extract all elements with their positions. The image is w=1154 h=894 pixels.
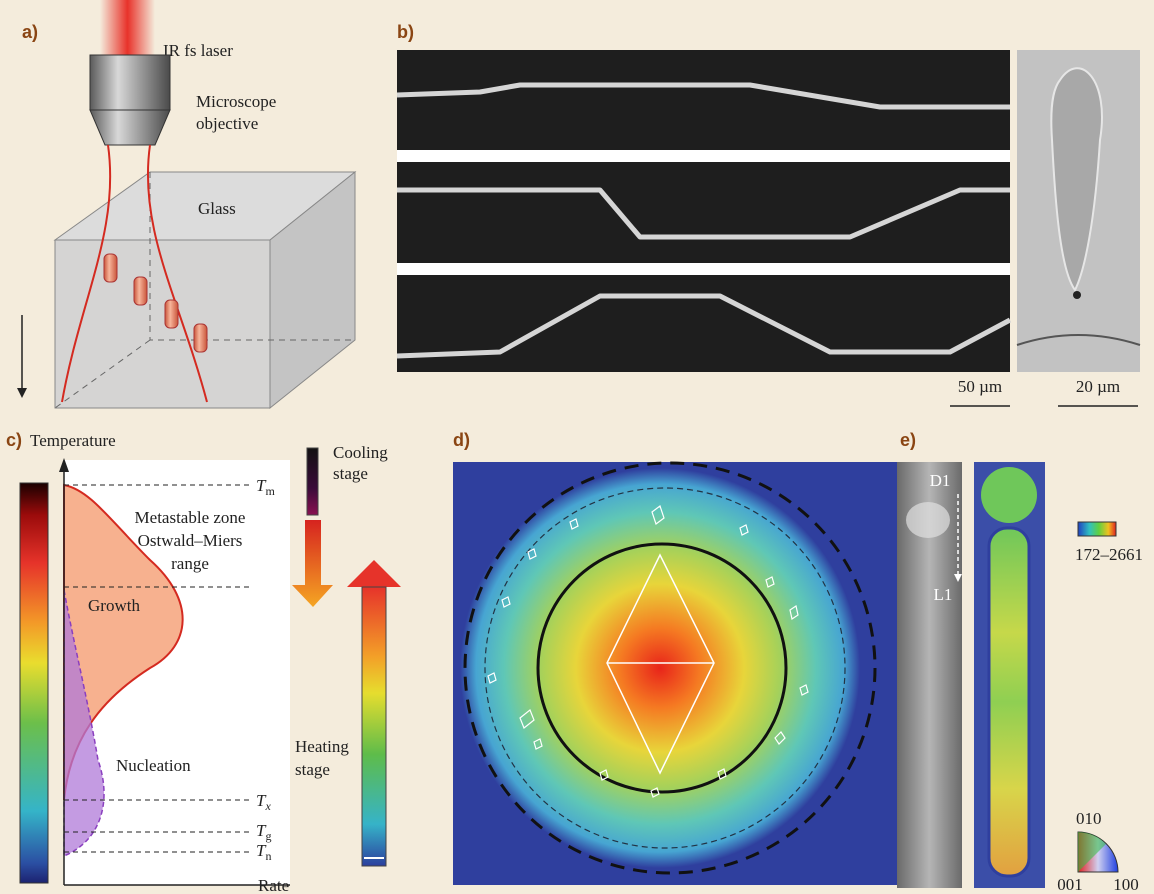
laser-beam xyxy=(100,0,155,58)
axis-title: Temperature xyxy=(30,431,116,450)
objective-body xyxy=(90,55,170,110)
subscript: g xyxy=(265,829,271,843)
heating-arrow xyxy=(347,560,401,587)
glass-label: Glass xyxy=(198,199,236,218)
direction-label: D1 xyxy=(930,471,951,490)
objective-label: Microscope xyxy=(196,92,276,111)
stage-label: Heating xyxy=(295,737,349,756)
stage-label: stage xyxy=(333,464,368,483)
zone-label: Ostwald–Miers xyxy=(138,531,243,550)
panel-label: a) xyxy=(22,22,38,42)
orientation-label: 010 xyxy=(1076,809,1102,828)
written-structure xyxy=(165,300,178,328)
written-structure xyxy=(104,254,117,282)
stage-label: stage xyxy=(295,760,330,779)
sem-feature xyxy=(906,502,950,538)
separator xyxy=(397,263,1010,275)
subscript: m xyxy=(265,484,275,498)
subscript: x xyxy=(264,799,271,813)
ebsd-channel xyxy=(989,528,1029,876)
arrow-head xyxy=(17,388,27,398)
zone-label: range xyxy=(171,554,209,573)
subscript: n xyxy=(265,849,271,863)
panel-label: d) xyxy=(453,430,470,450)
cooling-arrow xyxy=(292,520,333,607)
stage-label: Cooling xyxy=(333,443,388,462)
objective-label: objective xyxy=(196,114,258,133)
ebsd-grain xyxy=(981,467,1037,523)
panel-label: e) xyxy=(900,430,916,450)
growth-label: Growth xyxy=(88,596,140,615)
orientation-label: 100 xyxy=(1113,875,1139,894)
temperature-bar xyxy=(307,448,318,515)
scale-label: 172–2661 xyxy=(1075,545,1143,564)
nucleation-label: Nucleation xyxy=(116,756,191,775)
axis-title: Rate xyxy=(258,876,289,894)
figure: a) IR fs laser Microscope objective Glas… xyxy=(0,0,1154,894)
panel-label: c) xyxy=(6,430,22,450)
temperature-bar xyxy=(362,587,386,866)
written-structure xyxy=(134,277,147,305)
separator xyxy=(397,150,1010,162)
defect xyxy=(1073,291,1081,299)
orientation-label: 001 xyxy=(1057,875,1083,894)
panel-label: b) xyxy=(397,22,414,42)
scale-label: 50 µm xyxy=(958,377,1002,396)
objective-tip xyxy=(90,110,170,145)
zone-label: Metastable zone xyxy=(135,508,246,527)
micrograph xyxy=(397,50,1010,372)
laser-label: IR fs laser xyxy=(163,41,233,60)
color-bar xyxy=(20,483,48,883)
direction-label: L1 xyxy=(934,585,953,604)
scale-swatch xyxy=(1078,522,1116,536)
written-structure xyxy=(194,324,207,352)
scale-label: 20 µm xyxy=(1076,377,1120,396)
